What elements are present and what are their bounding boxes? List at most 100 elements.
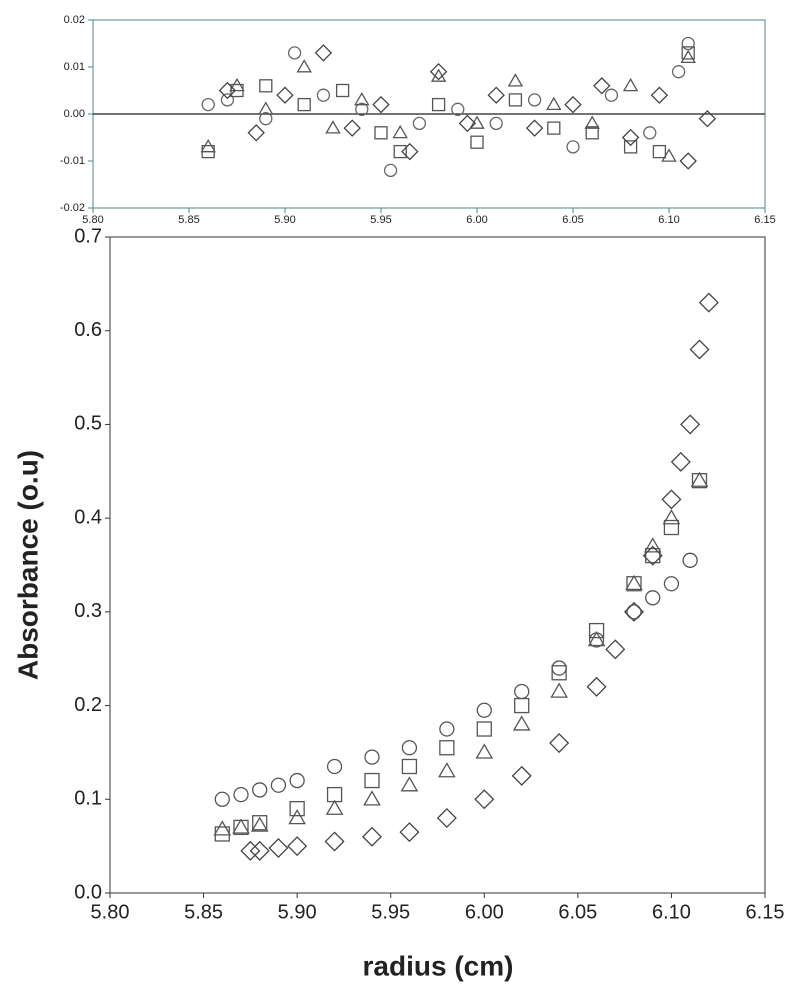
plot-frame <box>109 236 766 894</box>
marker-triangle <box>680 49 696 64</box>
marker-circle <box>476 702 492 718</box>
marker-diamond <box>698 292 719 313</box>
marker-circle <box>663 576 680 592</box>
marker-triangle <box>400 776 419 792</box>
marker-triangle <box>392 124 408 139</box>
marker-triangle <box>550 682 568 698</box>
marker-circle <box>201 97 215 112</box>
marker-triangle <box>587 630 606 647</box>
marker-circle <box>527 93 542 107</box>
marker-square <box>652 144 667 159</box>
marker-triangle <box>229 77 245 92</box>
marker-circle <box>412 116 427 131</box>
y-tick-label: 0.00 <box>64 108 85 120</box>
y-tick-label: 0.4 <box>74 506 102 528</box>
marker-square <box>289 801 305 817</box>
marker-circle <box>289 772 305 789</box>
marker-diamond <box>458 114 477 133</box>
marker-circle <box>316 88 331 102</box>
x-axis-label: radius (cm) <box>363 950 514 981</box>
marker-circle <box>626 604 642 620</box>
marker-circle <box>551 660 567 676</box>
marker-diamond <box>287 836 308 857</box>
marker-triangle <box>662 509 681 525</box>
marker-square <box>514 697 530 714</box>
marker-diamond <box>372 95 390 114</box>
marker-circle <box>270 777 287 793</box>
marker-diamond <box>511 765 532 786</box>
marker-square <box>588 622 605 639</box>
marker-square <box>681 46 695 60</box>
marker-circle <box>514 683 530 700</box>
marker-diamond <box>586 676 607 697</box>
marker-diamond <box>670 451 691 472</box>
marker-square <box>297 97 311 112</box>
marker-circle <box>220 93 235 107</box>
x-tick-label: 6.10 <box>652 901 691 923</box>
marker-triangle <box>512 715 531 731</box>
marker-circle <box>489 116 503 131</box>
marker-triangle <box>438 762 456 778</box>
marker-diamond <box>361 826 383 847</box>
marker-triangle <box>507 73 524 87</box>
marker-diamond <box>474 789 495 810</box>
x-tick-label: 6.15 <box>754 214 775 226</box>
marker-circle <box>383 163 398 178</box>
y-tick-label: 0.1 <box>74 788 102 810</box>
marker-square <box>431 97 446 112</box>
marker-diamond <box>642 545 663 566</box>
marker-diamond <box>680 414 701 435</box>
marker-circle <box>566 140 580 154</box>
marker-diamond <box>343 119 361 137</box>
marker-diamond <box>689 339 710 360</box>
marker-square <box>623 140 638 154</box>
marker-square <box>476 721 492 737</box>
marker-triangle <box>232 818 250 834</box>
x-tick-label: 5.85 <box>184 901 223 923</box>
marker-diamond <box>593 77 611 95</box>
x-tick-label: 6.10 <box>658 214 679 226</box>
marker-diamond <box>661 489 682 510</box>
marker-circle <box>401 740 418 756</box>
marker-square <box>364 772 380 789</box>
marker-circle <box>355 102 369 116</box>
marker-circle <box>233 786 249 803</box>
y-tick-label: 0.7 <box>74 225 102 247</box>
marker-square <box>470 135 484 149</box>
marker-circle <box>682 552 698 568</box>
marker-triangle <box>690 471 709 487</box>
marker-circle <box>287 46 302 60</box>
marker-diamond <box>429 62 448 81</box>
marker-square <box>393 144 407 159</box>
marker-triangle <box>584 115 600 129</box>
y-tick-label: 0.6 <box>74 319 102 341</box>
marker-circle <box>671 65 686 79</box>
marker-diamond <box>621 128 640 147</box>
marker-triangle <box>363 790 381 806</box>
marker-square <box>551 665 567 681</box>
marker-diamond <box>399 822 420 843</box>
y-tick-label: -0.02 <box>60 202 85 214</box>
marker-square <box>335 83 350 98</box>
marker-circle <box>364 749 380 765</box>
marker-circle <box>326 758 343 775</box>
marker-triangle <box>354 92 370 106</box>
marker-triangle <box>643 537 662 553</box>
marker-diamond <box>549 733 570 754</box>
marker-circle <box>259 112 273 126</box>
marker-diamond <box>605 639 626 660</box>
x-tick-label: 5.95 <box>371 901 410 923</box>
marker-diamond <box>564 95 582 114</box>
marker-diamond <box>525 119 544 137</box>
marker-triangle <box>475 743 494 759</box>
marker-circle <box>681 36 695 51</box>
marker-diamond <box>650 86 669 104</box>
marker-diamond <box>698 109 717 128</box>
marker-triangle <box>288 809 306 825</box>
y-tick-label: 0.3 <box>74 600 102 622</box>
marker-square <box>401 758 418 775</box>
marker-diamond <box>401 142 419 161</box>
x-tick-label: 6.05 <box>558 901 597 923</box>
y-tick-label: 0.5 <box>74 413 102 435</box>
x-tick-label: 6.00 <box>465 901 504 923</box>
